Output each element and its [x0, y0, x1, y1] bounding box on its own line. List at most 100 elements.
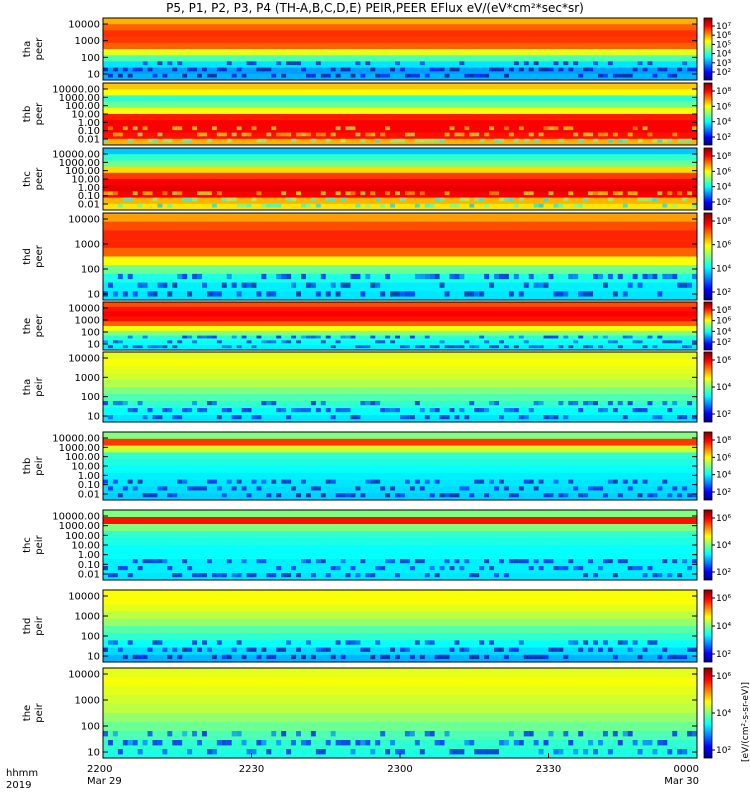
variability-cell — [543, 415, 549, 420]
variability-cell — [360, 740, 366, 746]
variability-cell — [355, 273, 361, 280]
variability-cell — [692, 647, 697, 652]
variability-cell — [573, 640, 579, 645]
variability-cell — [593, 640, 598, 645]
variability-cell — [122, 67, 128, 72]
variability-cell — [385, 749, 391, 755]
variability-cell — [305, 640, 311, 645]
variability-cell — [464, 486, 470, 491]
variability-cell — [434, 345, 440, 349]
variability-cell — [494, 573, 499, 578]
variability-cell — [573, 203, 579, 208]
variability-cell — [588, 401, 594, 406]
variability-cell — [390, 486, 396, 491]
variability-cell — [157, 640, 163, 645]
variability-cell — [241, 73, 247, 78]
variability-cell — [667, 191, 673, 196]
variability-cell — [419, 486, 425, 491]
variability-cell — [523, 559, 529, 564]
variability-cell — [637, 408, 643, 413]
variability-cell — [122, 566, 128, 571]
variability-cell — [172, 191, 178, 196]
variability-cell — [622, 203, 628, 208]
energy-band-6 — [103, 722, 697, 732]
y-tick-label: 0.01 — [78, 135, 100, 146]
variability-cell — [687, 138, 693, 143]
variability-cell — [563, 197, 569, 202]
variability-cell — [301, 335, 306, 339]
variability-cell — [583, 67, 589, 72]
variability-cell — [439, 138, 445, 143]
variability-cell — [167, 61, 173, 66]
variability-cell — [261, 479, 267, 484]
variability-cell — [508, 291, 514, 297]
variability-cell — [612, 291, 618, 297]
variability-cell — [533, 138, 539, 143]
variability-cell — [281, 408, 287, 413]
variability-cell — [494, 273, 499, 280]
variability-cell — [221, 67, 227, 72]
variability-cell — [692, 559, 697, 564]
variability-cell — [528, 345, 534, 349]
colorbar-tick-label: 10⁴ — [716, 50, 731, 60]
variability-cell — [508, 731, 514, 737]
variability-cell — [419, 345, 425, 349]
variability-cell — [335, 640, 341, 645]
variability-cell — [127, 573, 133, 578]
variability-cell — [132, 740, 138, 746]
variability-cell — [360, 291, 366, 297]
variability-cell — [350, 126, 356, 131]
y-axis-label-probe: thb — [22, 458, 33, 475]
panel-frame — [102, 17, 698, 81]
variability-cell — [612, 654, 618, 660]
energy-band-5 — [103, 545, 697, 553]
variability-cell — [528, 479, 534, 484]
variability-cell — [588, 559, 594, 564]
colorbar-tick-label: 10⁸ — [716, 306, 731, 316]
variability-cell — [325, 73, 331, 78]
variability-cell — [251, 197, 257, 202]
variability-cell — [637, 566, 643, 571]
variability-cell — [617, 191, 623, 196]
variability-cell — [187, 197, 193, 202]
energy-band-7 — [103, 640, 697, 649]
variability-cell — [439, 282, 445, 288]
variability-cell — [439, 493, 445, 498]
variability-cell — [256, 559, 262, 564]
variability-cell — [682, 559, 688, 564]
variability-cell — [568, 740, 574, 746]
variability-cell — [513, 647, 519, 652]
variability-cell — [573, 401, 579, 406]
colorbar-gradient — [703, 589, 713, 663]
variability-cell — [266, 291, 272, 297]
variability-cell — [588, 291, 594, 297]
variability-cell — [350, 566, 356, 571]
variability-cell — [206, 479, 212, 484]
variability-cell — [692, 67, 697, 72]
variability-cell — [548, 559, 554, 564]
variability-cell — [305, 132, 311, 137]
variability-cell — [578, 203, 584, 208]
variability-cell — [637, 197, 643, 202]
variability-cell — [409, 132, 415, 137]
variability-cell — [513, 559, 519, 564]
variability-cell — [489, 566, 495, 571]
variability-cell — [444, 73, 450, 78]
variability-cell — [107, 126, 113, 131]
variability-cell — [602, 191, 608, 196]
variability-cell — [281, 731, 287, 737]
variability-cell — [563, 335, 569, 339]
variability-cell — [256, 486, 262, 491]
energy-band-4 — [103, 380, 697, 388]
variability-cell — [187, 67, 193, 72]
variability-cell — [499, 138, 504, 143]
variability-cell — [112, 479, 118, 484]
energy-band-0 — [103, 302, 697, 308]
variability-cell — [667, 138, 673, 143]
variability-cell — [211, 73, 217, 78]
y-axis-label-probe: tha — [22, 379, 33, 395]
variability-cell — [543, 67, 549, 72]
variability-cell — [266, 132, 272, 137]
variability-cell — [142, 126, 148, 131]
variability-cell — [469, 291, 475, 297]
